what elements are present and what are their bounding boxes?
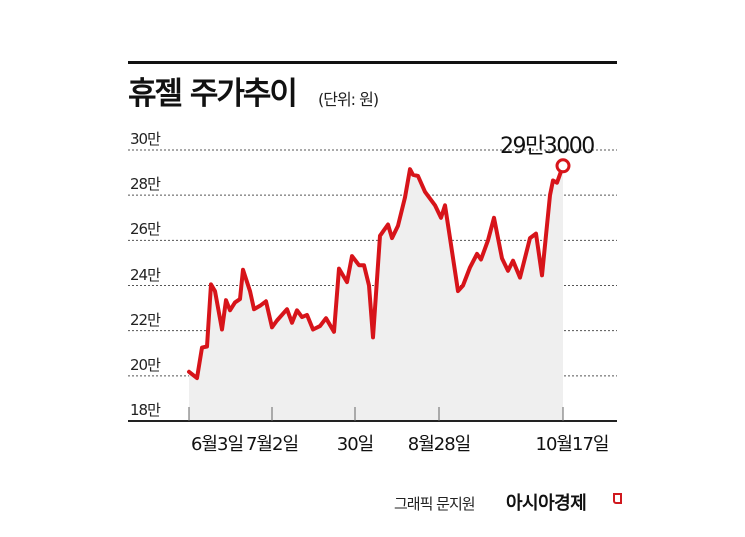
y-tick-label: 22만	[130, 310, 161, 329]
title-rule	[128, 61, 617, 64]
brand-logo-text: 아시아경제	[506, 493, 587, 514]
last-point-marker	[555, 158, 571, 174]
last-value-callout: 29만3000	[500, 134, 595, 159]
x-tick-label: 30일	[336, 434, 374, 455]
x-ticks	[188, 407, 564, 421]
y-tick-label: 26만	[130, 220, 161, 239]
x-tick-label: 6월3일	[190, 434, 244, 455]
chart-title: 휴젤 주가추이	[128, 76, 298, 112]
x-tick-label: 10월17일	[535, 434, 610, 455]
brand-mark-icon	[613, 493, 622, 504]
x-tick-label: 7월2일	[245, 434, 299, 455]
y-tick-label: 28만	[130, 175, 161, 194]
price-line	[187, 163, 565, 381]
x-tick-label: 8월28일	[407, 434, 471, 455]
y-tick-label: 18만	[130, 401, 161, 419]
graphic-credit: 그래픽 문지원	[394, 495, 476, 513]
y-tick-label: 30만	[130, 130, 161, 148]
y-tick-label: 24만	[130, 265, 161, 284]
price-area	[189, 165, 563, 421]
y-tick-label: 20만	[130, 355, 161, 374]
unit-label: (단위: 원)	[318, 90, 379, 109]
